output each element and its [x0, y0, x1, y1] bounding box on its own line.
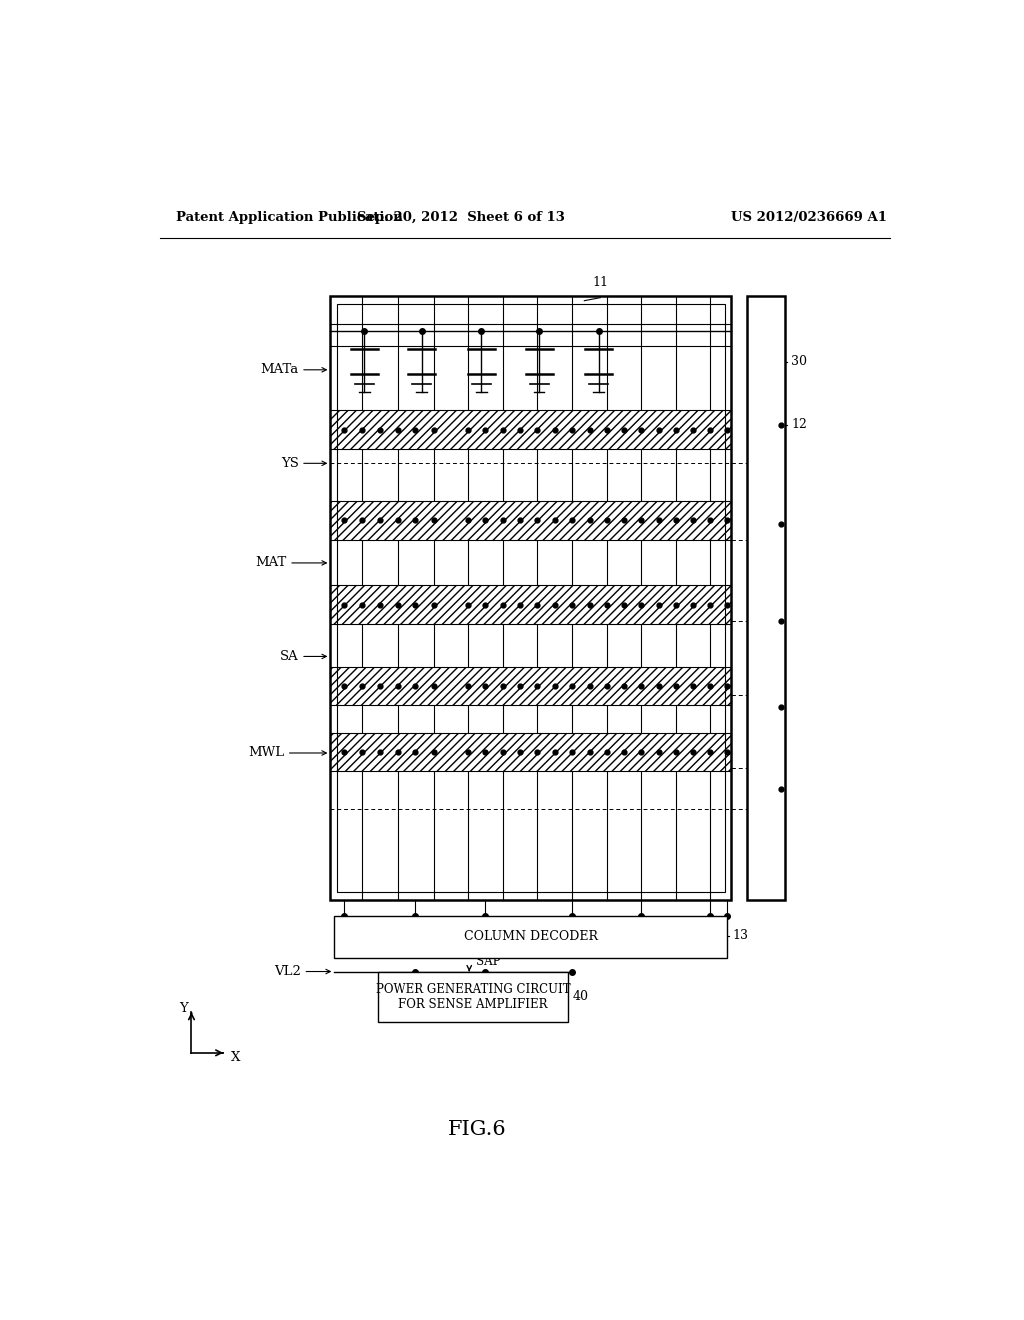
- Text: MAT: MAT: [255, 557, 287, 569]
- Text: Y: Y: [179, 1002, 188, 1015]
- Text: SAP: SAP: [475, 954, 500, 968]
- Text: US 2012/0236669 A1: US 2012/0236669 A1: [731, 211, 887, 224]
- Text: COLUMN DECODER: COLUMN DECODER: [464, 931, 598, 944]
- Text: FIG.6: FIG.6: [447, 1119, 507, 1139]
- Bar: [748, 296, 785, 900]
- Bar: [331, 585, 731, 624]
- Bar: [337, 304, 725, 892]
- Bar: [331, 296, 731, 900]
- Bar: [331, 411, 731, 449]
- Text: ROW DECODER: ROW DECODER: [760, 545, 772, 651]
- Text: Sep. 20, 2012  Sheet 6 of 13: Sep. 20, 2012 Sheet 6 of 13: [357, 211, 565, 224]
- Text: 12: 12: [792, 418, 807, 432]
- Text: Patent Application Publication: Patent Application Publication: [176, 211, 402, 224]
- Bar: [331, 500, 731, 540]
- Text: 13: 13: [733, 929, 749, 942]
- Bar: [331, 667, 731, 705]
- Text: POWER GENERATING CIRCUIT
FOR SENSE AMPLIFIER: POWER GENERATING CIRCUIT FOR SENSE AMPLI…: [376, 983, 570, 1011]
- Text: 11: 11: [592, 276, 608, 289]
- Bar: [378, 972, 568, 1023]
- Bar: [334, 916, 727, 958]
- Bar: [331, 733, 731, 771]
- Text: SA: SA: [280, 649, 299, 663]
- Text: YS: YS: [281, 457, 299, 470]
- Text: 30: 30: [792, 355, 808, 368]
- Text: X: X: [231, 1052, 241, 1064]
- Text: VL2: VL2: [274, 965, 301, 978]
- Text: MATa: MATa: [260, 363, 299, 376]
- Text: MWL: MWL: [248, 747, 285, 759]
- Text: 40: 40: [572, 990, 589, 1003]
